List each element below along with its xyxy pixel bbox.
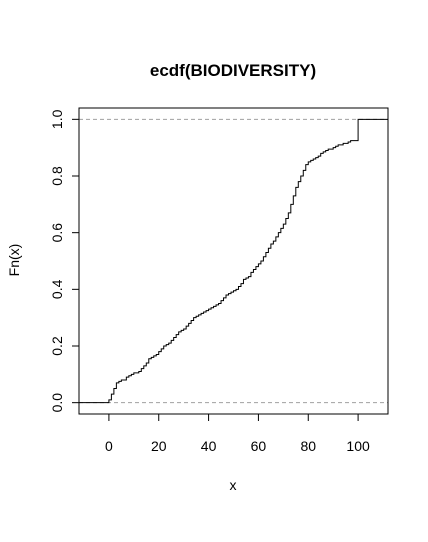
y-axis: 0.0 0.2 0.4 0.6 0.8 1.0 — [49, 109, 79, 412]
plot-frame — [78, 107, 389, 415]
y-tick-label-4: 0.8 — [49, 166, 65, 186]
y-tick-label-3: 0.6 — [49, 223, 65, 243]
x-tick-label-5: 100 — [346, 438, 370, 454]
ecdf-step-path — [79, 118, 388, 404]
x-tick-label-0: 0 — [105, 438, 113, 454]
x-tick-label-1: 20 — [151, 438, 167, 454]
x-axis: 0 20 40 60 80 100 — [105, 414, 370, 454]
x-axis-label: x — [230, 477, 237, 493]
x-tick-label-2: 40 — [201, 438, 217, 454]
y-axis-label: Fn(x) — [6, 244, 22, 277]
y-tick-label-0: 0.0 — [49, 393, 65, 413]
x-tick-label-3: 60 — [251, 438, 267, 454]
ecdf-step-line — [79, 118, 388, 404]
plot-area — [78, 107, 389, 415]
y-tick-label-2: 0.4 — [49, 279, 65, 299]
chart-title: ecdf(BIODIVERSITY) — [150, 61, 316, 80]
y-tick-label-1: 0.2 — [49, 336, 65, 356]
y-tick-label-5: 1.0 — [49, 109, 65, 129]
reference-lines — [79, 118, 388, 404]
x-tick-label-4: 80 — [300, 438, 316, 454]
